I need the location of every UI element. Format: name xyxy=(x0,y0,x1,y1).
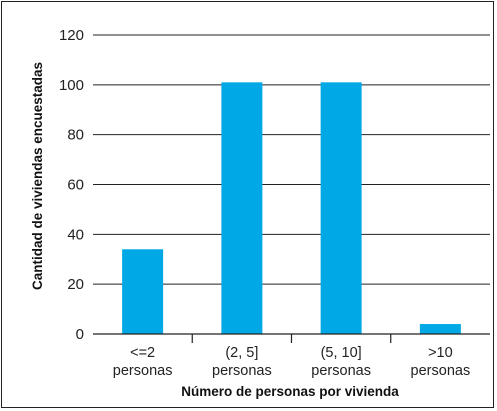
x-category-label: personas xyxy=(411,363,471,379)
y-tick-label: 80 xyxy=(67,127,84,144)
x-tick-marks xyxy=(191,334,392,343)
y-tick-labels: 0 20 40 60 80 100 120 xyxy=(59,27,84,343)
x-category-labels: <=2 personas (2, 5] personas (5, 10] personas… xyxy=(113,345,470,379)
y-axis-title: Cantidad de viviendas encuestadas xyxy=(30,62,45,290)
bars xyxy=(122,82,461,334)
bar xyxy=(122,249,164,334)
bar xyxy=(221,82,263,334)
x-category-label: <=2 xyxy=(130,345,155,361)
y-tick-label: 120 xyxy=(59,27,84,44)
y-tick-label: 40 xyxy=(67,226,84,243)
x-category-label: (5, 10] xyxy=(321,345,362,361)
y-tick-label: 100 xyxy=(59,77,84,94)
x-category-label: >10 xyxy=(428,345,453,361)
y-tick-label: 0 xyxy=(76,326,84,343)
x-category-label: personas xyxy=(311,363,371,379)
bar xyxy=(419,324,461,334)
bar xyxy=(320,82,362,334)
y-tick-label: 20 xyxy=(67,276,84,293)
y-tick-label: 60 xyxy=(67,177,84,194)
x-axis-title: Número de personas por vivienda xyxy=(181,384,399,399)
x-category-label: personas xyxy=(113,363,173,379)
gridlines xyxy=(93,34,490,285)
x-category-label: (2, 5] xyxy=(225,345,258,361)
x-category-label: personas xyxy=(212,363,272,379)
